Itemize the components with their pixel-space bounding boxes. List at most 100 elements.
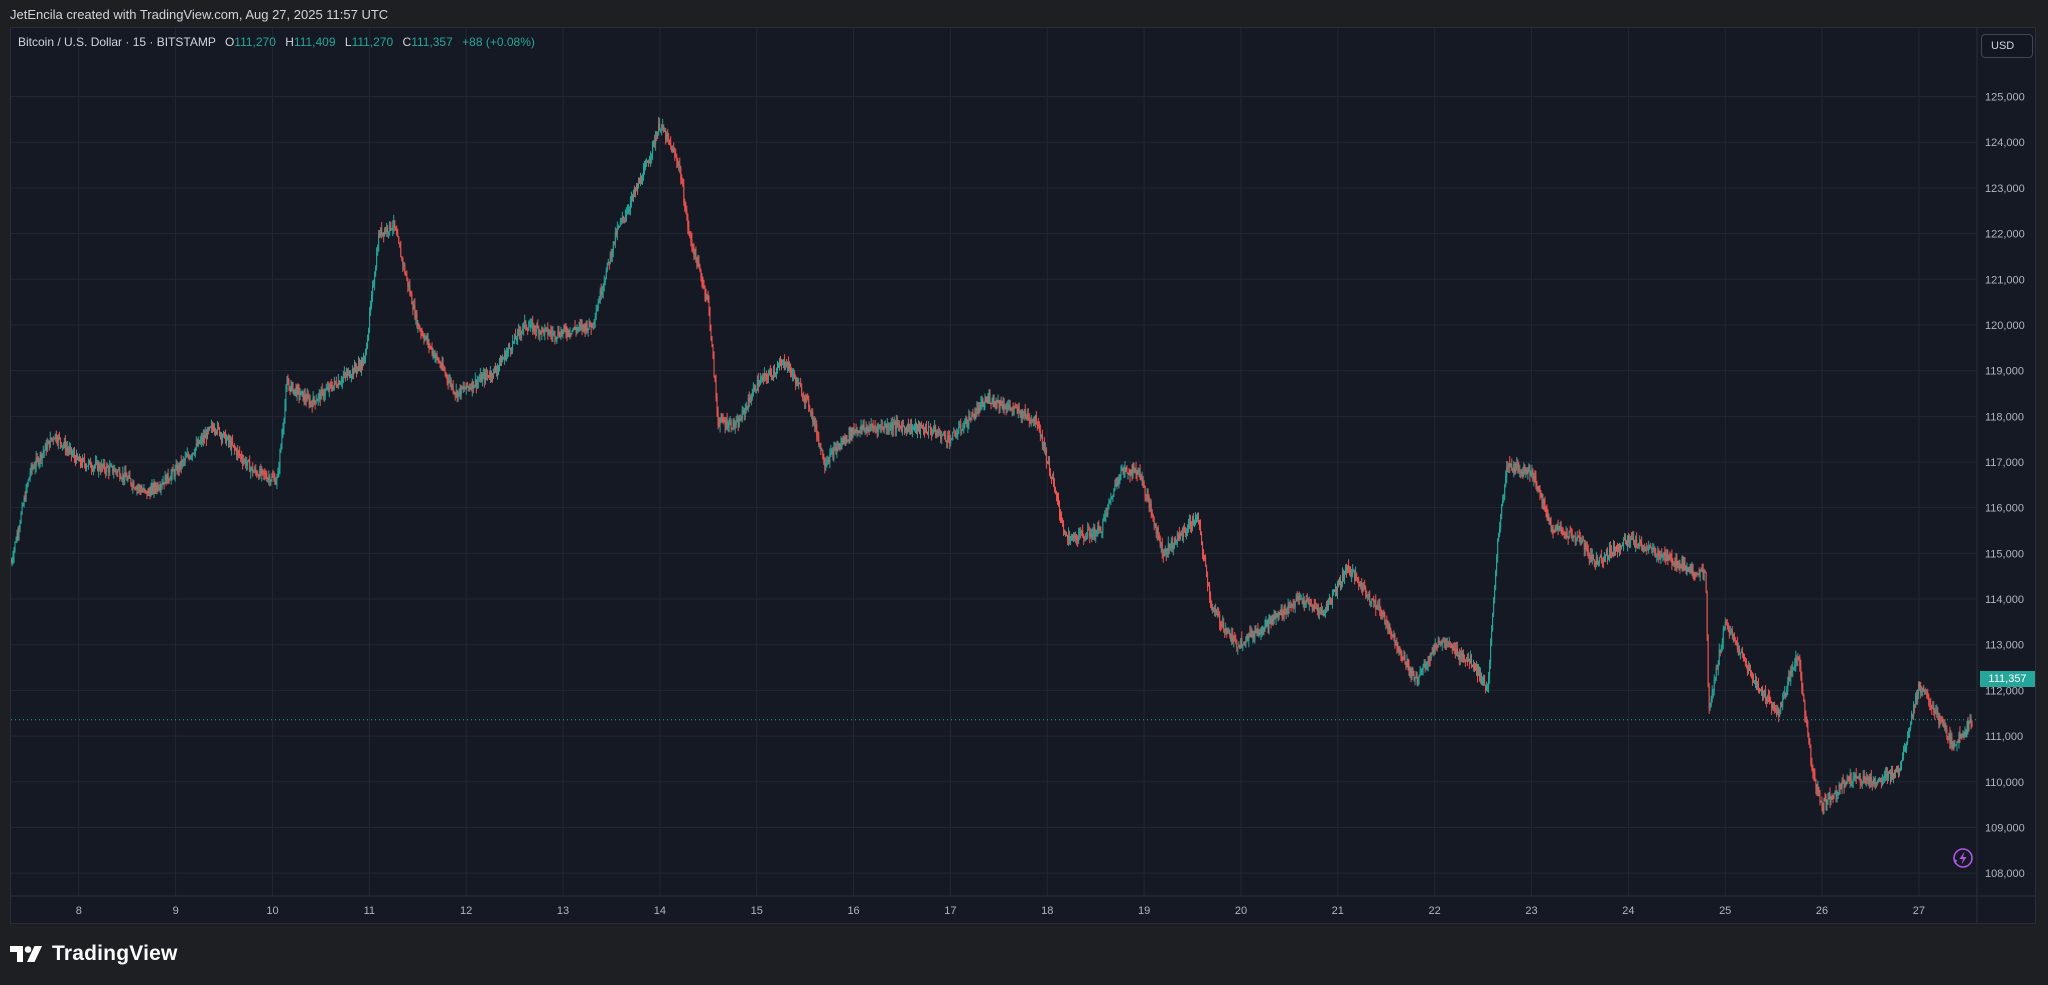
candle-body	[1208, 584, 1210, 587]
candle-body	[1782, 699, 1784, 707]
candle-body	[1254, 631, 1256, 637]
candle-body	[1174, 538, 1176, 542]
candle-body	[1624, 537, 1626, 540]
candle-body	[56, 440, 58, 443]
candle-body	[1576, 535, 1578, 540]
candle-body	[517, 330, 519, 340]
candle-body	[1028, 419, 1030, 421]
candle-body	[600, 290, 602, 295]
candle-body	[278, 468, 280, 471]
candle-body	[1035, 415, 1037, 425]
candle-body	[1018, 408, 1020, 412]
candle-body	[272, 476, 274, 478]
candle-body	[946, 440, 948, 442]
date-tick-label: 23	[1525, 905, 1537, 917]
candle-body	[1743, 658, 1745, 660]
candle-body	[1090, 533, 1092, 537]
candle-body	[66, 447, 68, 450]
candle-body	[1048, 461, 1050, 472]
candle-body	[962, 429, 964, 431]
candle-body	[1163, 551, 1165, 557]
candle-body	[1403, 654, 1405, 660]
candle-body	[239, 452, 241, 456]
candle-body	[1247, 635, 1249, 641]
candle-body	[1311, 606, 1313, 611]
candle-body	[1347, 566, 1349, 573]
candle-body	[1745, 663, 1747, 666]
candle-body	[1558, 528, 1560, 531]
candle-body	[1167, 543, 1169, 554]
candle-body	[589, 321, 591, 326]
candle-body	[1820, 800, 1822, 802]
candle-body	[1838, 784, 1840, 793]
candle-body	[1853, 777, 1855, 779]
candle-body	[1014, 406, 1016, 408]
candle-body	[412, 304, 414, 310]
candle-body	[1332, 590, 1334, 594]
tradingview-logo[interactable]: TradingView	[10, 940, 178, 968]
candle-body	[1396, 643, 1398, 647]
alert-bolt-icon[interactable]	[1952, 847, 1974, 869]
candle-body	[428, 339, 430, 347]
candle-body	[1663, 552, 1665, 555]
candle-body	[251, 466, 253, 469]
candle-body	[296, 387, 298, 396]
candle-body	[312, 397, 314, 407]
candle-body	[1210, 596, 1212, 603]
candle-body	[757, 379, 759, 387]
candle-body	[435, 354, 437, 357]
price-tick-label: 119,000	[1985, 366, 2024, 378]
candle-body	[1510, 463, 1512, 467]
candle-body	[1074, 534, 1076, 538]
candle-body	[211, 425, 213, 429]
candle-body	[28, 477, 30, 481]
candle-body	[754, 385, 756, 391]
candle-body	[944, 432, 946, 437]
candle-body	[868, 427, 870, 432]
candle-body	[235, 448, 237, 450]
candle-body	[1241, 638, 1243, 646]
price-tick-label: 109,000	[1985, 822, 2025, 834]
price-chart[interactable]: 108,000109,000110,000111,000112,000113,0…	[11, 28, 2035, 923]
candle-body	[1629, 541, 1631, 543]
candle-body	[993, 397, 995, 403]
candle-body	[1765, 690, 1767, 699]
candle-body	[1412, 671, 1414, 675]
candle-body	[561, 331, 563, 334]
candle-body	[22, 505, 24, 507]
candle-body	[874, 426, 876, 429]
candle-body	[1794, 665, 1796, 668]
chart-panel[interactable]: 108,000 109,000 110,000 111,000 112,000 113,0…	[10, 27, 2036, 924]
candle-body	[1507, 466, 1509, 468]
candle-body	[862, 425, 864, 430]
candle-body	[698, 260, 700, 267]
candle-body	[1924, 689, 1926, 693]
tradingview-logo-icon	[10, 946, 42, 962]
candle-body	[562, 330, 564, 334]
candle-body	[1719, 650, 1721, 654]
candle-body	[1111, 497, 1113, 499]
candle-body	[987, 397, 989, 402]
candle-body	[863, 425, 865, 430]
candle-body	[1448, 642, 1450, 645]
candle-body	[1523, 465, 1525, 475]
candle-body	[970, 419, 972, 421]
candle-body	[1139, 470, 1141, 479]
candle-body	[929, 426, 931, 428]
candle-body	[571, 330, 573, 334]
candle-body	[663, 125, 665, 132]
candle-body	[1913, 704, 1915, 717]
candle-body	[952, 431, 954, 440]
candle-body	[564, 326, 566, 330]
candle-body	[1792, 667, 1794, 672]
candle-body	[714, 376, 716, 382]
currency-button[interactable]: USD	[1981, 34, 2033, 58]
candle-body	[1793, 667, 1795, 669]
candle-body	[914, 423, 916, 428]
candle-body	[1274, 615, 1276, 620]
candle-body	[475, 379, 477, 387]
candle-body	[624, 215, 626, 219]
candle-body	[390, 222, 392, 230]
candle-body	[429, 346, 431, 348]
candle-body	[715, 381, 717, 398]
